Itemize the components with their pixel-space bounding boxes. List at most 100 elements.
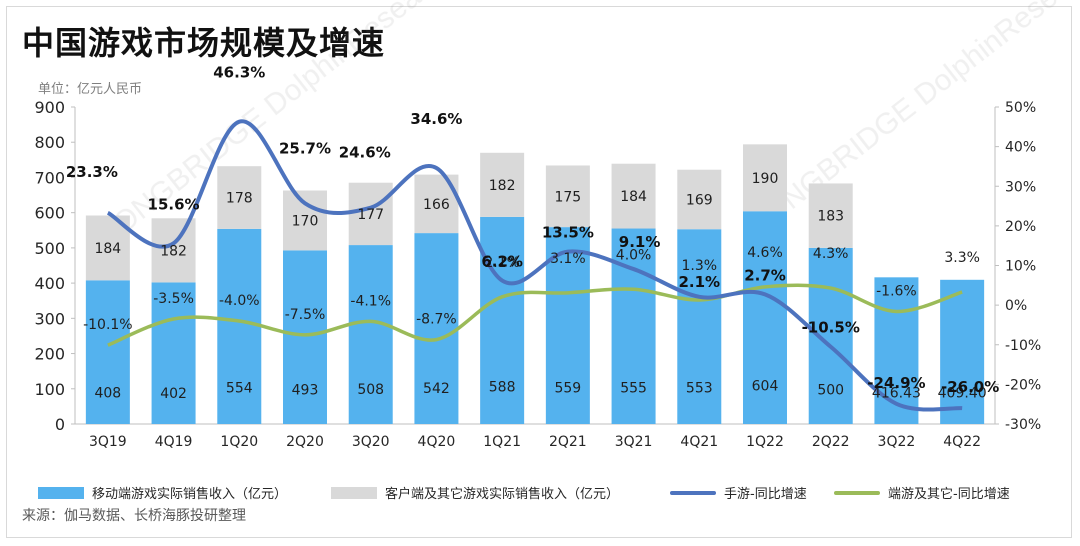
bar-label-client-revenue: 183	[817, 209, 844, 225]
bar-mobile-revenue	[677, 229, 722, 424]
legend-item-mobile-revenue: 移动端游戏实际销售收入（亿元）	[38, 483, 287, 502]
y-right-tick-label: -30%	[1005, 417, 1041, 433]
watermark-text-2: LONGBRIDGE DolphinResearch	[744, 0, 1080, 241]
line-mobile-growth	[106, 119, 963, 412]
x-tick-label: 1Q20	[220, 434, 258, 450]
legend-item-client-revenue: 客户端及其它游戏实际销售收入（亿元）	[331, 483, 619, 502]
line-label-mobile-growth: 34.6%	[410, 110, 462, 128]
x-tick-label: 2Q22	[812, 434, 850, 450]
bar-label-mobile-revenue: 416.43	[872, 385, 921, 401]
bar-label-mobile-revenue: 500	[817, 382, 844, 398]
y-left-tick-label: 800	[34, 133, 65, 152]
bar-mobile-revenue	[151, 282, 196, 424]
bar-label-mobile-revenue: 508	[357, 382, 384, 398]
bar-mobile-revenue	[348, 245, 393, 424]
line-label-client-growth: -1.6%	[876, 283, 917, 299]
legend-swatch-client	[331, 486, 377, 499]
y-left-tick-label: 700	[34, 168, 65, 187]
line-label-client-growth: -3.5%	[153, 291, 194, 307]
x-tick-label: 3Q20	[352, 434, 390, 450]
bar-client-revenue	[480, 152, 525, 217]
bar-client-revenue	[217, 166, 262, 229]
line-label-mobile-growth: 15.6%	[148, 195, 200, 213]
y-right-tick-label: 20%	[1005, 219, 1036, 235]
bar-mobile-revenue	[217, 228, 262, 424]
y-right-tick-label: 10%	[1005, 259, 1036, 275]
bar-client-revenue	[611, 163, 656, 229]
line-label-mobile-growth: 24.6%	[339, 144, 391, 162]
legend-swatch-mobile	[38, 486, 84, 499]
bar-label-mobile-revenue: 559	[554, 380, 581, 396]
bar-mobile-revenue	[940, 279, 985, 424]
bar-label-client-revenue: 182	[489, 178, 516, 194]
line-label-client-growth: 4.0%	[616, 247, 652, 263]
y-right-tick-label: 0%	[1005, 298, 1027, 314]
line-label-client-growth: -8.7%	[416, 312, 457, 328]
bar-client-revenue	[348, 182, 393, 246]
line-label-client-growth: 4.6%	[747, 245, 783, 261]
y-left-tick-label: 200	[34, 345, 65, 364]
y-left-tick-label: 400	[34, 274, 65, 293]
line-label-mobile-growth: 2.7%	[744, 266, 786, 284]
line-label-mobile-growth: 25.7%	[279, 139, 331, 157]
line-label-client-growth: 2.1%	[484, 255, 520, 271]
chart-title: 中国游戏市场规模及增速	[22, 24, 386, 62]
bar-client-revenue	[677, 169, 722, 230]
y-left-tick-label: 600	[34, 204, 65, 223]
bar-label-mobile-revenue: 555	[620, 380, 647, 396]
legend-swatch-mobile-growth	[670, 490, 716, 495]
line-label-client-growth: -10.1%	[83, 317, 133, 333]
line-label-mobile-growth: 13.5%	[542, 224, 594, 242]
y-right-tick-label: 40%	[1005, 140, 1036, 156]
bar-label-client-revenue: 169	[686, 192, 713, 208]
y-right-tick-label: -20%	[1005, 377, 1041, 393]
bar-client-revenue	[151, 218, 196, 283]
line-label-mobile-growth: 23.3%	[66, 163, 118, 181]
legend-item-client-growth: 端游及其它-同比增速	[834, 483, 1010, 502]
line-label-mobile-growth: 6.2%	[481, 253, 523, 271]
line-label-mobile-growth: 9.1%	[619, 233, 661, 251]
line-label-mobile-growth: 2.1%	[678, 273, 720, 291]
bar-label-client-revenue: 184	[94, 241, 121, 257]
bar-label-client-revenue: 177	[357, 207, 384, 223]
bar-mobile-revenue	[414, 233, 459, 424]
x-tick-label: 3Q19	[89, 434, 127, 450]
bar-client-revenue	[283, 190, 327, 251]
unit-label: 单位：亿元人民币	[38, 82, 143, 97]
line-label-client-growth: -4.1%	[350, 293, 391, 309]
line-client-growth	[107, 283, 963, 347]
line-label-mobile-growth: -24.9%	[867, 374, 925, 392]
line-label-mobile-growth: -26.0%	[941, 378, 999, 396]
y-left-tick-label: 900	[34, 98, 65, 117]
bar-label-mobile-revenue: 493	[292, 383, 319, 399]
axes: 0 100 200 300 400 500 600 700 800 900 -30% -20% -10%…	[34, 98, 1041, 450]
bar-label-mobile-revenue: 554	[226, 380, 253, 396]
legend-label-mobile-growth: 手游-同比增速	[724, 487, 807, 502]
x-tick-label: 3Q21	[615, 434, 653, 450]
x-tick-label: 4Q21	[680, 434, 718, 450]
bars	[85, 144, 985, 424]
line-label-client-growth: 4.3%	[813, 246, 849, 262]
bar-mobile-revenue	[85, 280, 130, 424]
bar-mobile-revenue	[874, 277, 919, 424]
bar-mobile-revenue	[480, 216, 525, 424]
legend: 移动端游戏实际销售收入（亿元） 客户端及其它游戏实际销售收入（亿元） 手游-同比…	[0, 483, 1080, 505]
line-label-mobile-growth: 46.3%	[213, 64, 265, 82]
x-tick-label: 2Q20	[286, 434, 324, 450]
x-tick-label: 4Q22	[943, 434, 981, 450]
line-label-client-growth: 1.3%	[681, 258, 717, 274]
bar-client-revenue	[808, 183, 853, 248]
y-left-tick-label: 300	[34, 309, 65, 328]
bar-label-mobile-revenue: 604	[752, 379, 779, 395]
line-label-mobile-growth: -10.5%	[802, 319, 860, 337]
x-tick-label: 2Q21	[549, 434, 587, 450]
x-tick-label: 3Q22	[878, 434, 916, 450]
bar-label-mobile-revenue: 402	[160, 386, 187, 402]
y-right-tick-label: 30%	[1005, 179, 1036, 195]
bar-label-client-revenue: 175	[554, 189, 581, 205]
bar-label-client-revenue: 166	[423, 197, 450, 213]
x-tick-label: 4Q20	[418, 434, 456, 450]
x-tick-label: 1Q21	[483, 434, 521, 450]
bar-label-mobile-revenue: 408	[94, 386, 121, 402]
line-label-client-growth: 3.3%	[944, 250, 980, 266]
